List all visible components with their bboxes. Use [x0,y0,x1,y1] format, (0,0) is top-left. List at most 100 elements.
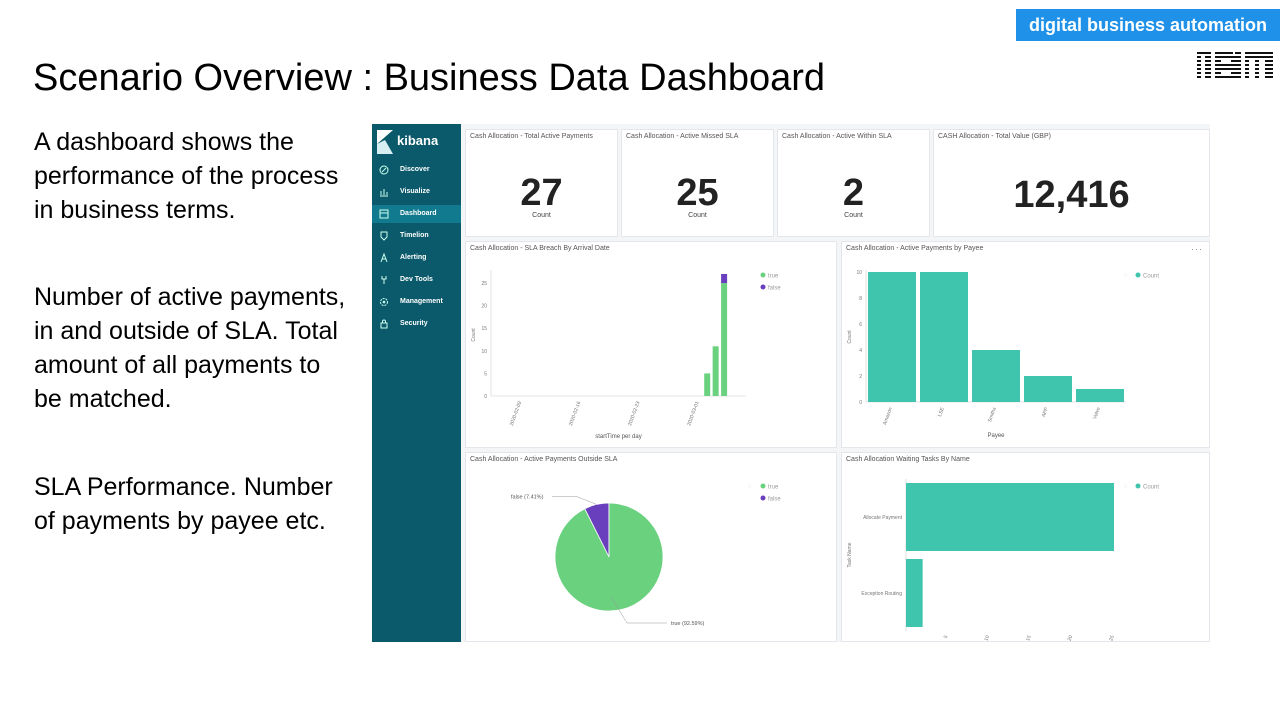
metric-panel-within-sla: Cash Allocation - Active Within SLA 2 Co… [777,129,930,237]
waiting-tasks-chart: Allocate Payment Exception Routing 5 10 15 20… [847,479,1159,641]
legend-toggle-icon: ◌ [748,484,752,490]
compass-icon [379,165,389,175]
y-tick-label: 20 [481,304,487,310]
wrench-icon [381,276,387,284]
y-tick-label: Allocate Payment [863,515,903,521]
pie-slice-true [554,502,664,612]
metric-label: Count [688,212,707,219]
kibana-app-name: kibana [397,133,439,148]
panel-title: Cash Allocation - Active Payments Outsid… [470,456,618,463]
panel-options-icon[interactable]: ··· [1191,244,1203,254]
nav-item-security[interactable]: Security [372,315,461,333]
kibana-screenshot: kibana Discover Visualize Dashboard Time… [372,124,1210,642]
panel-title: Cash Allocation - Active Missed SLA [626,133,739,140]
x-axis-label: startTime per day [595,434,641,440]
x-tick-label: Amazon [882,406,894,425]
bar-payee [868,272,916,402]
y-tick-label: 15 [481,326,487,332]
x-tick-label: 2020-02-23 [627,400,641,426]
dashboard-icon [379,209,389,219]
metric-value: 25 [676,172,719,214]
legend-label: Count [1143,274,1159,280]
x-tick-label: 2020-03-01 [686,400,700,426]
x-tick-label: 5 [943,634,950,639]
bar-payee [972,350,1020,402]
legend-swatch [760,272,766,278]
panel-title: Cash Allocation Waiting Tasks By Name [846,456,970,463]
metric-value: 2 [842,172,865,214]
nav-label: Dashboard [400,210,437,217]
bar-payee [920,272,968,402]
y-axis-label: Count [471,328,477,342]
y-tick-label: Exception Routing [861,591,902,597]
nav-label: Alerting [400,254,427,261]
description-paragraph-3: SLA Performance. Number of payments by p… [34,473,333,535]
nav-item-discover[interactable]: Discover [372,161,461,179]
nav-item-visualize[interactable]: Visualize [372,183,461,201]
kibana-logo-icon [377,130,393,154]
x-tick-label: Volvo [1092,406,1102,420]
x-axis-label: Payee [987,433,1005,439]
description-paragraph-1: A dashboard shows the performance of the… [34,128,339,224]
legend-label: false [768,286,781,292]
bar-payee [1076,389,1124,402]
shield-icon [380,231,388,241]
y-tick-label: 25 [481,281,487,287]
metric-label: Count [844,212,863,219]
metric-panel-total-active: Cash Allocation - Total Active Payments … [465,129,618,237]
y-tick-label: 2 [859,374,862,380]
metric-value: 12,416 [1013,174,1130,216]
legend-label: Count [1143,485,1159,491]
y-tick-label: 6 [859,322,862,328]
bar-false [721,274,728,284]
payee-chart: 0 2 4 6 8 10 Count Amazon LSE Smiths APP Volvo Payee… [847,270,1159,439]
nav-label: Visualize [400,188,430,195]
x-tick-label: 15 [1025,634,1033,641]
bar-task [906,483,1114,551]
kibana-sidebar: kibana Discover Visualize Dashboard Time… [372,124,461,642]
panel-title: Cash Allocation - Total Active Payments [470,133,593,140]
legend-toggle-icon: ◌ [1124,273,1128,279]
y-tick-label: 4 [859,348,862,354]
x-tick-label: Smiths [987,406,998,423]
letter-a-icon [380,253,388,263]
ibm-logo [1197,52,1273,80]
bar-chart-icon [380,189,388,197]
brand-badge: digital business automation [1016,9,1280,41]
bar-payee [1024,376,1072,402]
panel-title: Cash Allocation - Active Payments by Pay… [846,245,984,252]
legend-toggle-icon: ◌ [1124,484,1128,490]
pie-label-false: false (7.41%) [511,494,544,500]
chart-panel-outside-sla: Cash Allocation - Active Payments Outsid… [465,452,837,642]
lock-icon [380,319,388,329]
pie-leader-line [610,596,667,624]
pie-label-true: true (92.59%) [671,621,704,627]
chart-panel-sla-breach: Cash Allocation - SLA Breach By Arrival … [465,241,837,448]
metric-panel-missed-sla: Cash Allocation - Active Missed SLA 25 C… [621,129,774,237]
bar-true [721,283,728,396]
chart-panel-waiting-tasks: Cash Allocation Waiting Tasks By Name Al… [841,452,1210,642]
panel-title: CASH Allocation - Total Value (GBP) [938,133,1051,140]
y-tick-label: 10 [856,270,862,276]
sla-breach-chart: 0 5 10 15 20 25 Count 2020-02-09 2020-02-16 2020-… [471,270,781,440]
y-tick-label: 8 [859,296,862,302]
legend-label: true [768,485,779,491]
slide-title: Scenario Overview : Business Data Dashbo… [33,57,826,99]
y-tick-label: 0 [484,394,487,400]
nav-label: Discover [400,166,430,173]
legend-swatch [1135,272,1141,278]
nav-item-dev-tools[interactable]: Dev Tools [372,271,461,289]
nav-item-alerting[interactable]: Alerting [372,249,461,267]
bar-task [906,559,923,627]
nav-item-management[interactable]: Management [372,293,461,311]
nav-item-dashboard[interactable]: Dashboard [372,205,461,223]
nav-label: Security [400,320,428,327]
nav-label: Timelion [400,232,429,239]
y-axis-label: Task Name [847,542,853,567]
nav-item-timelion[interactable]: Timelion [372,227,461,245]
metric-panel-total-value: CASH Allocation - Total Value (GBP) 12,4… [933,129,1210,237]
nav-label: Dev Tools [400,276,433,283]
description-paragraph-2: Number of active payments, in and outsid… [34,283,346,413]
bar-true [704,373,711,396]
outside-sla-pie-chart: false (7.41%) true (92.59%) ◌ true false [511,483,781,627]
